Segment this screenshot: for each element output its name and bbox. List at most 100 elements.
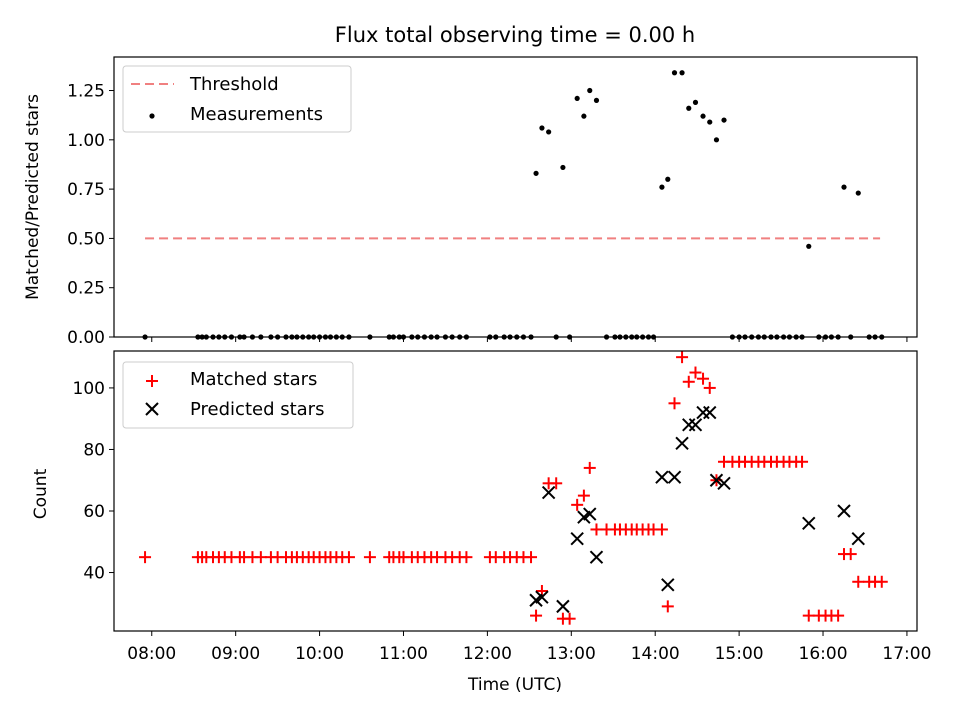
top-y-tick-label: 1.25: [67, 82, 105, 102]
predicted-star-marker: [661, 578, 675, 592]
matched-star-marker: [530, 609, 543, 622]
matched-star-marker: [460, 551, 473, 564]
x-tick-label: 17:00: [882, 644, 931, 664]
matched-star-marker: [590, 523, 603, 536]
x-tick-label: 12:00: [463, 644, 512, 664]
matched-star-marker: [875, 575, 888, 588]
matched-star-marker: [655, 523, 668, 536]
predicted-star-marker: [583, 507, 597, 521]
matched-star-marker: [832, 609, 845, 622]
measurement-point: [707, 119, 713, 125]
top-y-tick-label: 0.00: [67, 328, 105, 348]
x-tick-label: 15:00: [715, 644, 764, 664]
matched-star-marker: [844, 548, 857, 561]
measurement-point: [721, 117, 727, 123]
measurement-point: [546, 129, 552, 135]
predicted-star-marker: [717, 476, 731, 491]
matched-star-marker: [571, 498, 584, 511]
top-x-ticks: [151, 337, 908, 342]
matched-star-marker: [852, 575, 865, 588]
bottom-y-ticks: 40 60 80 100: [73, 379, 114, 584]
x-tick-label: 08:00: [127, 644, 176, 664]
predicted-star-marker: [851, 531, 865, 546]
predicted-star-marker: [802, 516, 816, 531]
matched-star-marker: [363, 551, 376, 564]
measurement-point: [806, 243, 812, 249]
bottom-legend: Matched stars Predicted stars: [122, 361, 354, 429]
measurement-point: [679, 70, 685, 76]
measurement-point: [855, 190, 861, 196]
top-legend: Threshold Measurements: [122, 65, 352, 133]
matched-star-marker: [550, 477, 563, 490]
matched-legend-marker: [146, 375, 158, 387]
bottom-y-tick-label: 100: [73, 379, 105, 399]
x-axis-label: Time (UTC): [467, 675, 562, 695]
predicted-star-marker: [703, 405, 717, 420]
bottom-panel: 40 60 80 100 08:00 09:00 10:00 11:00 12:00 13:00…: [31, 350, 931, 695]
matched-star-marker: [682, 375, 695, 388]
top-y-ticks: 0.00 0.25 0.50 0.75 1.00 1.25: [67, 82, 114, 348]
matched-star-marker: [796, 455, 809, 468]
measurement-point: [533, 170, 539, 176]
matched-star-marker: [254, 551, 267, 564]
predicted-star-marker: [709, 473, 724, 487]
matched-star-marker: [139, 551, 152, 564]
measurement-point: [659, 184, 665, 190]
x-tick-label: 09:00: [211, 644, 260, 664]
bottom-x-ticks: 08:00 09:00 10:00 11:00 12:00 13:00 14:00 15:00…: [127, 631, 931, 664]
predicted-star-marker: [655, 470, 669, 484]
matched-star-marker: [661, 600, 674, 613]
measurement-point: [574, 95, 580, 102]
predicted-star-marker: [589, 550, 604, 564]
top-y-tick-label: 0.75: [67, 180, 105, 200]
top-y-tick-label: 1.00: [67, 131, 105, 151]
predicted-star-marker: [535, 590, 549, 604]
measurement-point: [665, 176, 671, 182]
x-tick-label: 14:00: [631, 644, 680, 664]
bottom-y-tick-label: 60: [83, 502, 105, 522]
matched-star-marker: [689, 366, 702, 379]
matched-legend-label: Matched stars: [190, 369, 317, 390]
measurement-point: [713, 137, 720, 143]
measurements-legend-label: Measurements: [190, 104, 323, 125]
top-y-axis-label: Matched/Predicted stars: [23, 94, 43, 300]
predicted-legend-label: Predicted stars: [190, 399, 324, 420]
top-y-tick-label: 0.50: [67, 229, 105, 249]
bottom-y-tick-label: 80: [83, 440, 105, 460]
bottom-axes-frame: [113, 350, 918, 632]
predicted-star-marker: [570, 531, 584, 546]
matched-star-marker: [563, 612, 576, 625]
measurement-point: [700, 113, 706, 119]
predicted-star-marker: [675, 436, 689, 451]
measurement-point: [686, 105, 692, 111]
bottom-y-tick-label: 40: [83, 564, 105, 584]
x-tick-label: 11:00: [379, 644, 428, 664]
matched-star-marker: [577, 489, 590, 502]
predicted-star-marker: [667, 470, 682, 484]
predicted-star-marker: [688, 418, 703, 432]
measurements-legend-swatch: [149, 113, 155, 119]
measurement-point: [671, 70, 678, 76]
measurement-point: [841, 184, 847, 190]
predicted-star-marker: [837, 504, 851, 518]
top-y-tick-label: 0.25: [67, 279, 105, 299]
top-legend-box: [122, 65, 352, 133]
matched-star-marker: [802, 609, 815, 622]
top-panel: 0.00 0.25 0.50 0.75 1.00 1.25 Matched/Predict…: [23, 56, 918, 348]
measurement-point: [692, 99, 699, 105]
measurement-point: [581, 113, 587, 119]
matched-star-marker: [525, 551, 538, 564]
bottom-legend-box: [122, 361, 354, 429]
measurement-point: [539, 125, 545, 131]
x-tick-label: 13:00: [547, 644, 596, 664]
matched-star-marker: [342, 551, 355, 564]
x-tick-label: 10:00: [295, 644, 344, 664]
measurement-point: [587, 87, 593, 94]
matched-star-marker: [668, 397, 681, 410]
matched-stars-points: [139, 351, 888, 625]
top-axes-frame: [113, 56, 918, 338]
chart-title: Flux total observing time = 0.00 h: [335, 23, 695, 47]
matched-star-marker: [697, 372, 710, 385]
predicted-stars-points: [529, 405, 865, 614]
